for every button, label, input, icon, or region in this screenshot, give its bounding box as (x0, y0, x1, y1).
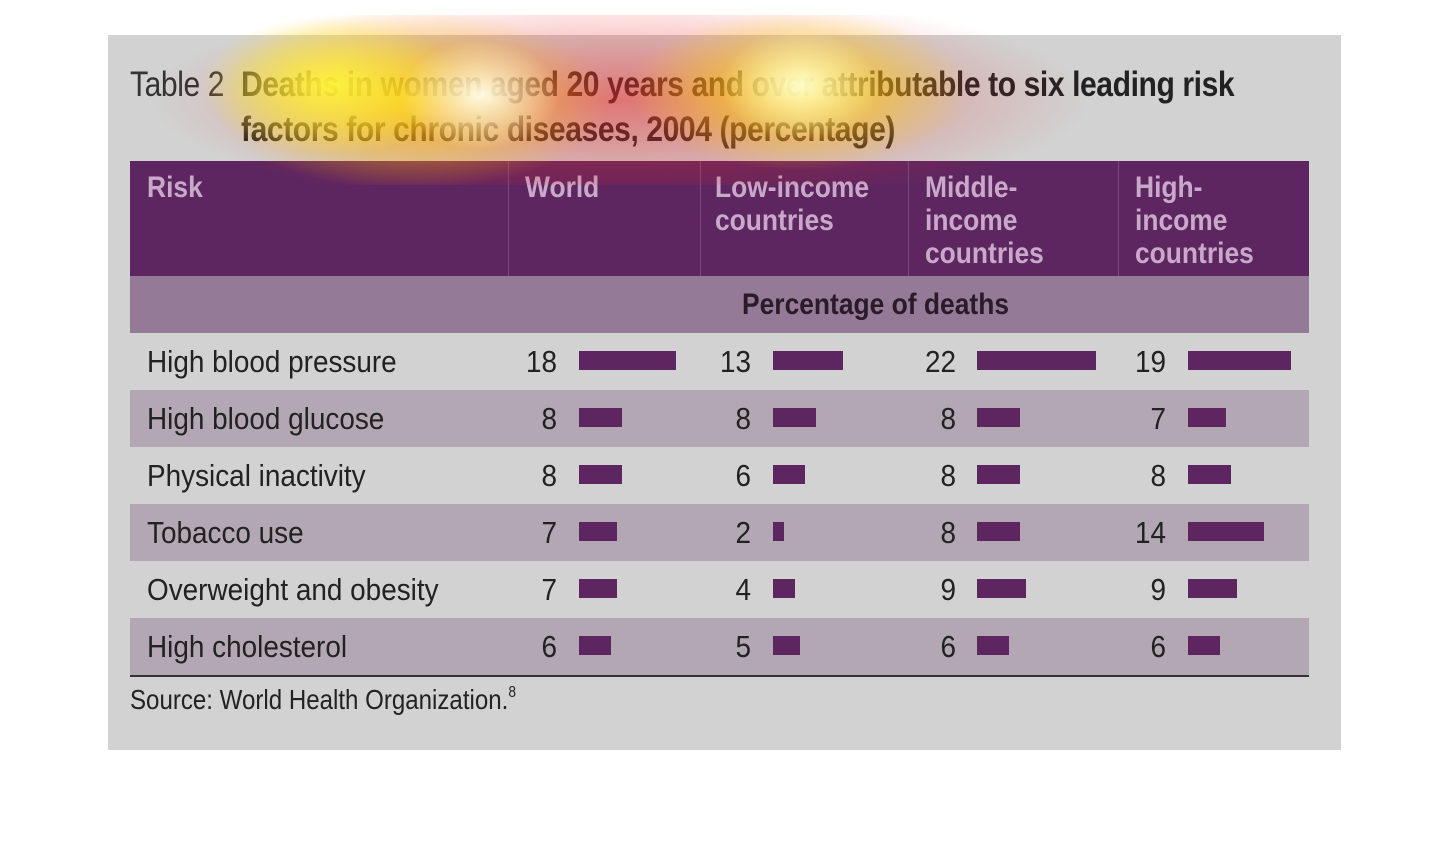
table-label: Table 2 (130, 65, 225, 104)
value-cell: 8 (735, 401, 751, 436)
value-bar (1188, 522, 1264, 541)
table-row: High blood glucose 8 8 8 7 (130, 390, 1309, 447)
table-row: High blood pressure 18 13 22 19 (130, 333, 1309, 390)
value-bar (773, 351, 843, 370)
value-cell: 9 (940, 572, 956, 607)
value-cell: 2 (735, 515, 751, 550)
column-divider (700, 161, 701, 276)
table-header: Risk World Low-income countries Middle- … (130, 161, 1309, 276)
risk-label: Physical inactivity (147, 458, 366, 493)
value-cell: 19 (1134, 344, 1166, 379)
value-cell: 18 (525, 344, 557, 379)
value-cell: 7 (541, 515, 557, 550)
value-cell: 5 (735, 629, 751, 664)
value-cell: 9 (1150, 572, 1166, 607)
data-table: Risk World Low-income countries Middle- … (130, 161, 1309, 677)
table-subheader: Percentage of deaths (130, 276, 1309, 333)
value-cell: 8 (541, 458, 557, 493)
value-cell: 8 (940, 458, 956, 493)
table-row: Physical inactivity 8 6 8 8 (130, 447, 1309, 504)
value-bar (579, 636, 611, 655)
risk-label: Overweight and obesity (147, 572, 439, 607)
table-row: Overweight and obesity 7 4 9 9 (130, 561, 1309, 618)
table-title-text: Deaths in women aged 20 years and over a… (241, 62, 1273, 152)
value-bar (773, 408, 816, 427)
value-bar (1188, 408, 1226, 427)
value-bar (773, 636, 800, 655)
table-row: High cholesterol 6 5 6 6 (130, 618, 1309, 675)
value-bar (977, 522, 1020, 541)
column-divider (508, 161, 509, 276)
header-risk: Risk (147, 171, 203, 204)
header-middle-income: Middle- income countries (925, 171, 1044, 270)
column-divider (1118, 161, 1119, 276)
source-text: Source: World Health Organization. (130, 684, 509, 715)
value-cell: 6 (541, 629, 557, 664)
column-divider (908, 161, 909, 276)
value-bar (1188, 351, 1291, 370)
value-cell: 8 (1150, 458, 1166, 493)
value-cell: 8 (940, 401, 956, 436)
value-cell: 8 (940, 515, 956, 550)
value-bar (773, 522, 784, 541)
value-cell: 8 (541, 401, 557, 436)
table-title-line-1: Deaths in women aged 20 years and over a… (241, 65, 1235, 104)
header-high-income: High- income countries (1135, 171, 1254, 270)
table-row: Tobacco use 7 2 8 14 (130, 504, 1309, 561)
value-bar (579, 522, 617, 541)
risk-label: High blood pressure (147, 344, 397, 379)
value-cell: 22 (924, 344, 956, 379)
table-source: Source: World Health Organization.8 (130, 684, 516, 716)
header-world: World (525, 171, 600, 204)
value-bar (773, 579, 795, 598)
risk-label: High cholesterol (147, 629, 348, 664)
value-bar (1188, 465, 1231, 484)
table-body: High blood pressure 18 13 22 19 High blood gl… (130, 333, 1309, 675)
value-bar (1188, 579, 1237, 598)
value-cell: 7 (1150, 401, 1166, 436)
value-bar (579, 351, 676, 370)
value-bar (773, 465, 805, 484)
value-cell: 4 (735, 572, 751, 607)
value-bar (579, 465, 622, 484)
risk-label: High blood glucose (147, 401, 385, 436)
value-cell: 6 (1150, 629, 1166, 664)
value-bar (1188, 636, 1220, 655)
value-bar (579, 408, 622, 427)
value-cell: 6 (735, 458, 751, 493)
value-bar (977, 465, 1020, 484)
value-bar (977, 636, 1009, 655)
value-cell: 13 (719, 344, 751, 379)
value-bar (977, 408, 1020, 427)
value-cell: 7 (541, 572, 557, 607)
header-low-income: Low-income countries (715, 171, 870, 237)
subheader-label: Percentage of deaths (742, 288, 1010, 321)
value-cell: 6 (940, 629, 956, 664)
value-bar (579, 579, 617, 598)
source-reference: 8 (508, 684, 516, 701)
value-cell: 14 (1134, 515, 1166, 550)
table-bottom-rule (130, 675, 1309, 677)
value-bar (977, 351, 1096, 370)
risk-label: Tobacco use (147, 515, 304, 550)
value-bar (977, 579, 1026, 598)
table-title-line-2: factors for chronic diseases, 2004 (perc… (241, 110, 895, 149)
